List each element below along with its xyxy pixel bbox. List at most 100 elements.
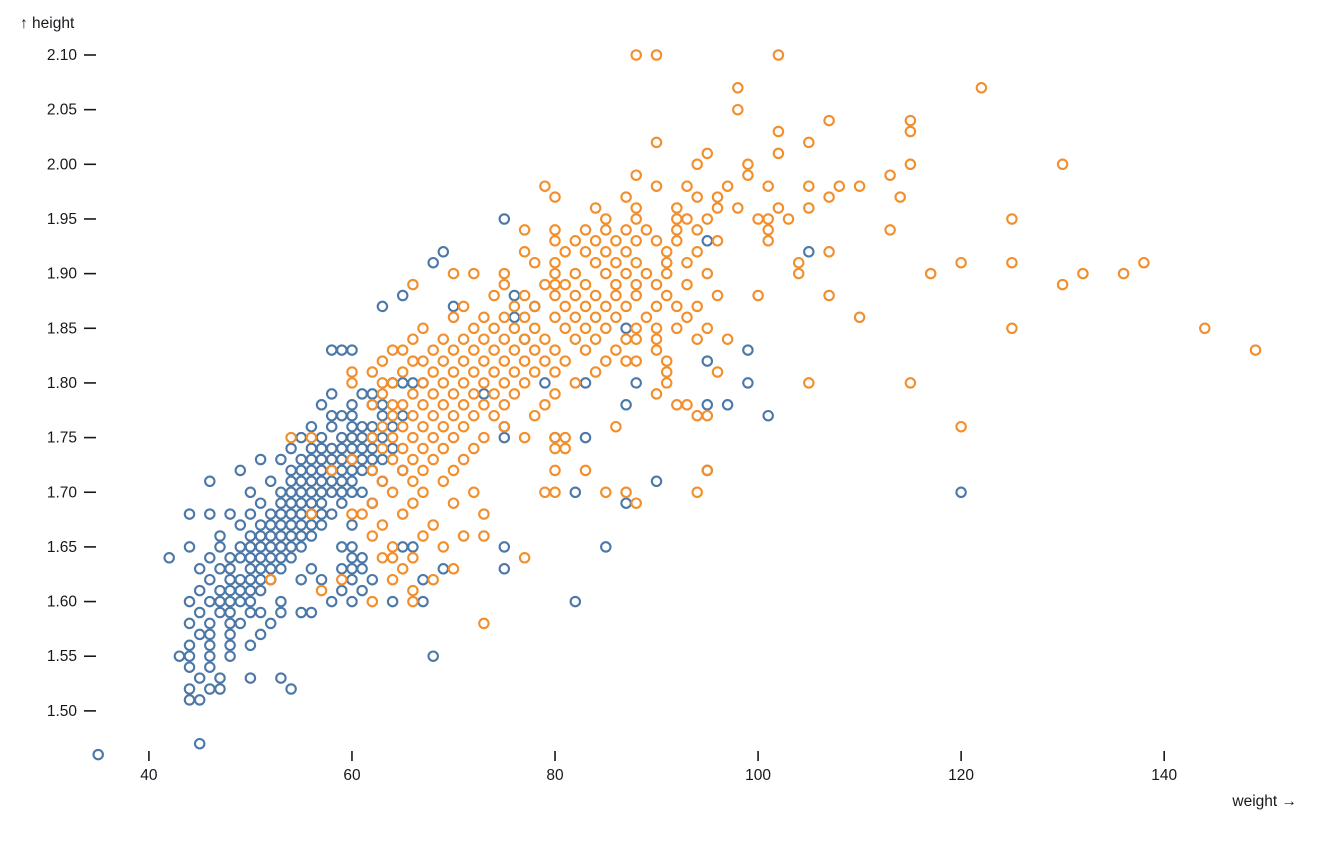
data-point (275, 595, 287, 608)
data-point (660, 246, 673, 258)
data-point (325, 453, 338, 466)
data-point (234, 541, 247, 553)
data-point (772, 125, 785, 138)
data-point (254, 584, 267, 597)
data-point (193, 584, 206, 597)
data-point (630, 49, 642, 61)
data-point (417, 595, 429, 608)
data-point (376, 388, 389, 400)
y-axis-title: ↑ height (20, 15, 75, 32)
data-point (254, 541, 267, 553)
data-point (407, 278, 419, 291)
data-point (386, 541, 399, 553)
data-point (549, 289, 561, 302)
data-point (214, 584, 226, 597)
data-point (346, 563, 358, 575)
data-point (417, 486, 429, 499)
data-point (305, 486, 318, 499)
data-point (549, 366, 561, 378)
data-point (803, 246, 815, 258)
y-tick-label: 1.65 (47, 539, 77, 556)
data-point (508, 289, 521, 302)
data-point (193, 606, 206, 619)
data-point (559, 355, 571, 367)
data-point (691, 246, 703, 258)
data-point (346, 573, 358, 586)
data-point (579, 344, 592, 356)
x-tick-label: 40 (140, 767, 158, 784)
data-point (549, 388, 561, 400)
data-point (671, 235, 683, 247)
data-point (498, 278, 511, 291)
data-point (407, 431, 419, 444)
data-point (691, 224, 703, 236)
data-point (671, 322, 683, 335)
data-point (528, 322, 541, 335)
data-point (904, 114, 917, 127)
data-point (295, 431, 307, 444)
data-point (498, 420, 511, 433)
data-point (427, 344, 439, 356)
data-point (1117, 267, 1130, 280)
data-point (295, 486, 307, 499)
data-point (285, 464, 297, 477)
data-point (762, 409, 774, 422)
data-point (447, 300, 460, 313)
data-point (275, 563, 287, 575)
data-point (457, 355, 470, 367)
data-point (204, 628, 216, 641)
data-point (417, 464, 429, 477)
data-point (772, 202, 785, 214)
data-point (396, 344, 409, 356)
data-point (407, 497, 419, 509)
data-point (336, 563, 348, 575)
data-point (468, 366, 480, 378)
data-point (295, 530, 307, 542)
data-point (701, 235, 714, 247)
data-point (579, 322, 592, 335)
data-point (346, 442, 358, 455)
data-point (630, 235, 642, 247)
data-point (478, 530, 490, 542)
data-point (630, 355, 642, 367)
data-point (376, 377, 389, 389)
data-point (518, 355, 531, 367)
data-point (234, 573, 247, 586)
data-point (396, 563, 409, 575)
data-point (701, 355, 714, 367)
data-point (386, 442, 399, 455)
data-point (346, 366, 358, 378)
data-point (478, 617, 490, 630)
data-point (275, 508, 287, 520)
y-tick-label: 2.00 (47, 156, 78, 173)
data-point (1138, 256, 1150, 269)
data-point (204, 617, 216, 630)
data-point (630, 202, 642, 214)
data-point (346, 399, 358, 411)
data-point (315, 475, 328, 488)
data-point (650, 300, 663, 313)
data-point (427, 256, 439, 269)
data-point (498, 267, 511, 280)
data-point (214, 672, 226, 684)
data-point (528, 409, 541, 422)
data-point (295, 541, 307, 553)
data-point (711, 191, 724, 203)
data-point (721, 180, 734, 192)
data-point (559, 246, 571, 258)
data-point (376, 475, 389, 488)
data-point (488, 366, 500, 378)
data-point (650, 475, 663, 488)
data-point (427, 388, 439, 400)
data-point (579, 300, 592, 313)
data-point (254, 453, 267, 466)
y-tick-label: 1.60 (47, 594, 78, 611)
data-point (772, 147, 785, 160)
data-point (650, 136, 663, 149)
data-point (356, 431, 368, 444)
data-point (325, 409, 338, 422)
data-point (254, 563, 267, 575)
data-point (315, 399, 328, 411)
data-point (417, 355, 429, 367)
data-point (325, 344, 338, 356)
